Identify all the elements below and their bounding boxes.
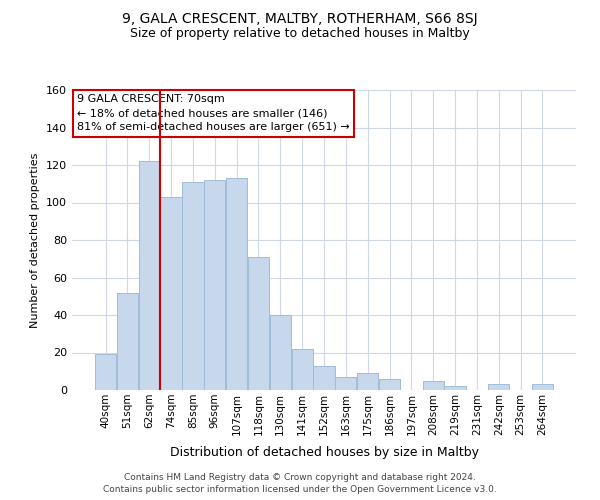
- Y-axis label: Number of detached properties: Number of detached properties: [31, 152, 40, 328]
- Bar: [488, 384, 509, 390]
- Bar: [532, 384, 553, 390]
- Bar: [95, 354, 116, 390]
- Bar: [204, 180, 226, 390]
- Bar: [248, 257, 269, 390]
- Bar: [139, 161, 160, 390]
- X-axis label: Distribution of detached houses by size in Maltby: Distribution of detached houses by size …: [170, 446, 479, 459]
- Bar: [379, 379, 400, 390]
- Bar: [445, 386, 466, 390]
- Bar: [182, 182, 203, 390]
- Bar: [292, 349, 313, 390]
- Text: Contains HM Land Registry data © Crown copyright and database right 2024.: Contains HM Land Registry data © Crown c…: [124, 472, 476, 482]
- Bar: [117, 292, 138, 390]
- Bar: [335, 377, 356, 390]
- Text: 9 GALA CRESCENT: 70sqm
← 18% of detached houses are smaller (146)
81% of semi-de: 9 GALA CRESCENT: 70sqm ← 18% of detached…: [77, 94, 350, 132]
- Bar: [160, 197, 182, 390]
- Bar: [270, 315, 291, 390]
- Bar: [313, 366, 335, 390]
- Bar: [226, 178, 247, 390]
- Text: 9, GALA CRESCENT, MALTBY, ROTHERHAM, S66 8SJ: 9, GALA CRESCENT, MALTBY, ROTHERHAM, S66…: [122, 12, 478, 26]
- Text: Contains public sector information licensed under the Open Government Licence v3: Contains public sector information licen…: [103, 485, 497, 494]
- Bar: [422, 380, 444, 390]
- Text: Size of property relative to detached houses in Maltby: Size of property relative to detached ho…: [130, 28, 470, 40]
- Bar: [357, 373, 378, 390]
